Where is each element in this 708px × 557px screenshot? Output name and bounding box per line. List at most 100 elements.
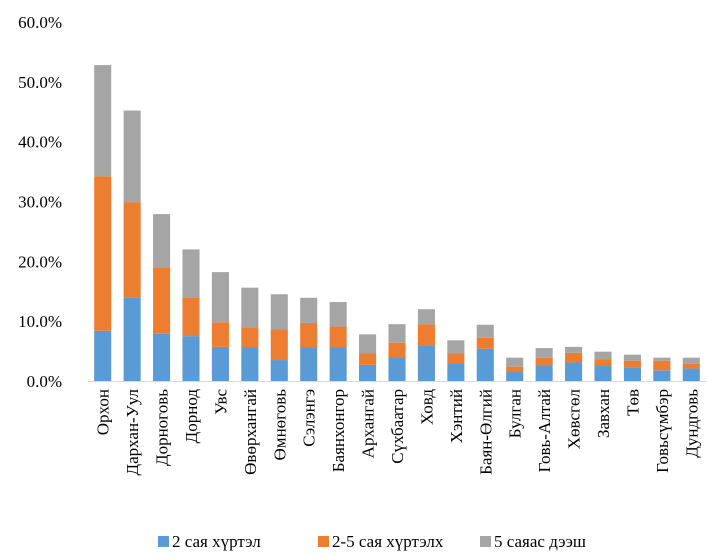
bar-stacks	[94, 65, 700, 382]
category-label: Говьсүмбэр	[653, 389, 672, 473]
bar-segment	[653, 357, 671, 361]
y-tick-label: 30.0%	[18, 193, 62, 212]
bar-segment	[447, 353, 465, 364]
category-label: Увс	[211, 389, 230, 415]
bar-segment	[682, 363, 700, 369]
bar-segment	[270, 294, 288, 330]
bar-segment	[359, 364, 377, 381]
bar-segment	[94, 65, 112, 177]
category-label: Баян-Өлгий	[476, 389, 495, 475]
bar-segment	[535, 348, 553, 358]
category-labels: Орхон Дархан-Уул Дорноговь Дорнод Увс Өвөрхан…	[94, 388, 702, 475]
bar-segment	[211, 322, 229, 347]
legend-label: 2-5 сая хүртэлх	[332, 532, 444, 551]
bar-segment	[506, 366, 524, 373]
bar-segment	[565, 362, 583, 381]
bar-segment	[270, 329, 288, 361]
bar-segment	[594, 359, 612, 367]
category-label: Сүхбаатар	[388, 389, 407, 464]
bar-segment	[653, 370, 671, 381]
bar-segment	[447, 363, 465, 381]
bar-segment	[153, 214, 171, 268]
y-tick-label: 0.0%	[27, 372, 62, 391]
category-label: Завхан	[594, 389, 613, 438]
legend-item: 5 саяас дээш	[480, 532, 586, 551]
bar-segment	[594, 366, 612, 381]
bar-segment	[682, 357, 700, 364]
bar-segment	[211, 272, 229, 323]
bar-segment	[535, 365, 553, 381]
bar-segment	[153, 267, 171, 334]
bar-segment	[123, 202, 141, 298]
bar-segment	[447, 340, 465, 354]
category-label: Дорноговь	[153, 389, 172, 466]
category-label: Дорнод	[182, 389, 201, 444]
legend-swatch	[158, 536, 169, 547]
bar-segment	[270, 360, 288, 381]
y-axis-tick-labels: 0.0% 10.0% 20.0% 30.0% 40.0% 50.0% 60.0%	[18, 13, 62, 391]
bar-segment	[653, 360, 671, 371]
bar-segment	[359, 334, 377, 354]
bar-segment	[94, 330, 112, 381]
bar-segment	[241, 287, 259, 328]
bar-segment	[300, 297, 318, 323]
category-label: Архангай	[359, 389, 378, 458]
bar-segment	[476, 337, 494, 349]
bar-segment	[182, 297, 200, 337]
bar-segment	[535, 357, 553, 366]
category-label: Хэнтий	[447, 389, 466, 443]
category-label: Өмнөговь	[270, 389, 289, 461]
legend-swatch	[480, 536, 491, 547]
bar-segment	[182, 249, 200, 298]
bar-segment	[623, 367, 641, 381]
legend-swatch	[318, 536, 329, 547]
category-label: Булган	[506, 389, 525, 438]
legend-item: 2 сая хүртэл	[158, 532, 261, 551]
bar-segment	[623, 354, 641, 361]
legend-label: 5 саяас дээш	[494, 532, 586, 551]
bar-segment	[329, 326, 347, 348]
bar-segment	[329, 347, 347, 381]
category-label: Орхон	[94, 389, 113, 435]
bar-segment	[388, 357, 406, 381]
category-label: Говь-Алтай	[535, 389, 554, 472]
category-label: Хөвсгөл	[565, 388, 584, 449]
bar-segment	[417, 309, 435, 325]
bar-segment	[623, 360, 641, 368]
bar-segment	[329, 302, 347, 327]
y-tick-label: 10.0%	[18, 312, 62, 331]
bar-segment	[300, 322, 318, 348]
bar-segment	[565, 352, 583, 363]
category-label: Дархан-Уул	[123, 388, 142, 475]
bar-segment	[300, 347, 318, 381]
category-label: Өвөрхангай	[241, 389, 260, 475]
bar-segment	[241, 327, 259, 348]
bar-segment	[506, 357, 524, 367]
bar-segment	[682, 368, 700, 381]
bar-segment	[182, 336, 200, 382]
bar-segment	[359, 353, 377, 365]
y-tick-label: 40.0%	[18, 133, 62, 152]
bar-segment	[123, 297, 141, 381]
y-tick-label: 20.0%	[18, 252, 62, 271]
bar-segment	[388, 342, 406, 358]
category-label: Сэлэнгэ	[300, 389, 319, 447]
bar-segment	[153, 333, 171, 381]
bar-segment	[417, 345, 435, 381]
legend: 2 сая хүртэл 2-5 сая хүртэлх 5 саяас дээш	[158, 532, 586, 551]
legend-label: 2 сая хүртэл	[172, 532, 261, 551]
bar-segment	[211, 346, 229, 381]
bar-segment	[94, 176, 112, 331]
y-tick-label: 50.0%	[18, 73, 62, 92]
legend-item: 2-5 сая хүртэлх	[318, 532, 444, 551]
bar-segment	[476, 348, 494, 381]
category-label: Баянхонгор	[329, 389, 348, 472]
bar-segment	[241, 347, 259, 381]
bar-segment	[476, 324, 494, 338]
bar-segment	[565, 346, 583, 353]
category-label: Ховд	[417, 389, 436, 425]
bar-segment	[388, 324, 406, 343]
bar-segment	[506, 372, 524, 381]
category-label: Төв	[623, 389, 642, 416]
